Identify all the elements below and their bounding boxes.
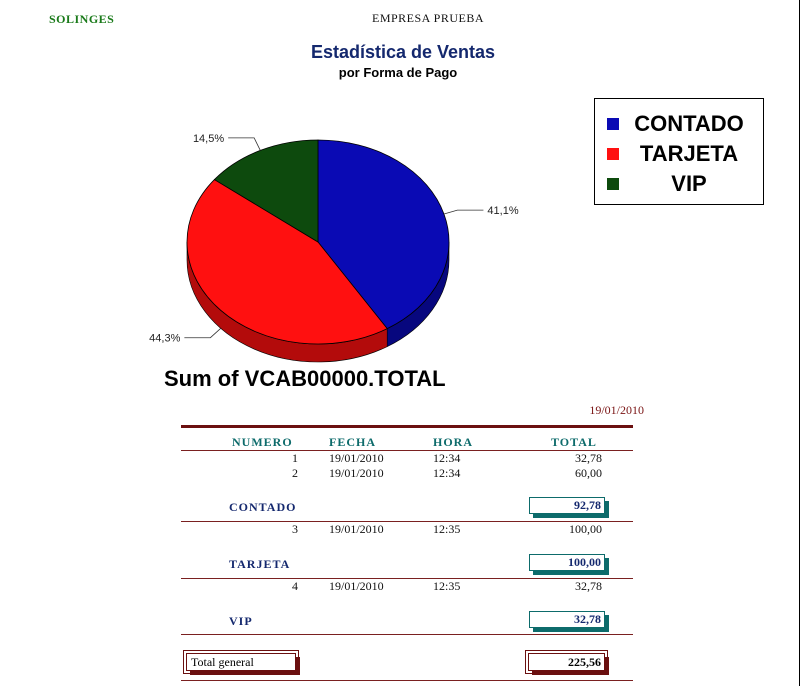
subtotal-contado: 92,78 xyxy=(529,497,605,514)
company-name-center: EMPRESA PRUEBA xyxy=(372,11,485,25)
group-rule xyxy=(181,521,633,522)
grand-total-value-frame xyxy=(525,650,608,674)
table-cell-hora: 12:35 xyxy=(433,522,461,536)
table-cell-fecha: 19/01/2010 xyxy=(329,451,384,465)
pie-slice-vip xyxy=(213,139,319,243)
group-label-tarjeta: TARJETA xyxy=(229,557,291,571)
table-cell-numero: 1 xyxy=(292,451,298,465)
grand-total-label: Total general xyxy=(186,653,296,671)
table-cell-numero: 2 xyxy=(292,466,298,480)
pie-slice-tarjeta xyxy=(186,179,388,345)
legend-item-vip: VIP xyxy=(595,169,763,199)
table-cell-hora: 12:34 xyxy=(433,451,461,465)
subtotal-vip: 32,78 xyxy=(529,611,605,628)
table-cell-hora: 12:34 xyxy=(433,466,461,480)
table-top-rule xyxy=(181,425,633,428)
table-cell-numero: 4 xyxy=(292,579,298,593)
chart-title: Estadística de Ventas xyxy=(310,42,496,62)
table-cell-numero: 3 xyxy=(292,522,298,536)
pie-label-contado: 41,1% xyxy=(487,205,518,217)
group-label-vip: VIP xyxy=(229,614,253,628)
chart-footer-label: Sum of VCAB00000.TOTAL xyxy=(164,366,446,391)
table-cell-total: 100,00 xyxy=(569,522,602,536)
legend-swatch-contado xyxy=(607,118,619,130)
pie-tops xyxy=(186,139,450,345)
pie-leader-vip xyxy=(228,137,261,151)
group-rule xyxy=(181,634,633,635)
pie-labels: 41,1% 44,3% 14,5% xyxy=(149,133,519,345)
legend-label-vip: VIP xyxy=(671,171,707,196)
table-cell-hora: 12:35 xyxy=(433,579,461,593)
chart-subtitle: por Forma de Pago xyxy=(338,65,458,80)
group-label-contado: CONTADO xyxy=(229,500,297,514)
header-rule xyxy=(181,450,633,451)
pie-chart: 41,1% 44,3% 14,5% xyxy=(149,133,519,363)
bottom-rule xyxy=(181,680,633,681)
legend-swatch-tarjeta xyxy=(607,148,619,160)
chart-legend: CONTADO TARJETA VIP xyxy=(594,98,764,205)
legend-label-contado: CONTADO xyxy=(634,111,744,136)
group-rule xyxy=(181,578,633,579)
grand-total-label-frame xyxy=(183,650,299,674)
table-cell-total: 32,78 xyxy=(575,579,602,593)
column-header-hora: HORA xyxy=(433,435,473,449)
legend-swatch-vip xyxy=(607,178,619,190)
table-cell-fecha: 19/01/2010 xyxy=(329,522,384,536)
company-name-left: SOLINGES xyxy=(49,12,115,26)
legend-item-contado: CONTADO xyxy=(595,109,763,139)
table-cell-total: 32,78 xyxy=(575,451,602,465)
legend-item-tarjeta: TARJETA xyxy=(595,139,763,169)
pie-leader-contado xyxy=(443,209,484,215)
column-header-numero: NUMERO xyxy=(232,435,293,449)
table-cell-fecha: 19/01/2010 xyxy=(329,579,384,593)
grand-total-value: 225,56 xyxy=(528,653,605,671)
column-header-fecha: FECHA xyxy=(329,435,376,449)
table-cell-fecha: 19/01/2010 xyxy=(329,466,384,480)
pie-leader-tarjeta xyxy=(184,328,222,339)
report-date: 19/01/2010 xyxy=(589,403,644,417)
table-cell-total: 60,00 xyxy=(575,466,602,480)
subtotal-tarjeta: 100,00 xyxy=(529,554,605,571)
pie-label-tarjeta: 44,3% xyxy=(149,333,180,345)
legend-label-tarjeta: TARJETA xyxy=(639,141,739,166)
pie-leaders xyxy=(184,137,484,339)
pie-label-vip: 14,5% xyxy=(193,133,224,145)
column-header-total: TOTAL xyxy=(551,435,597,449)
